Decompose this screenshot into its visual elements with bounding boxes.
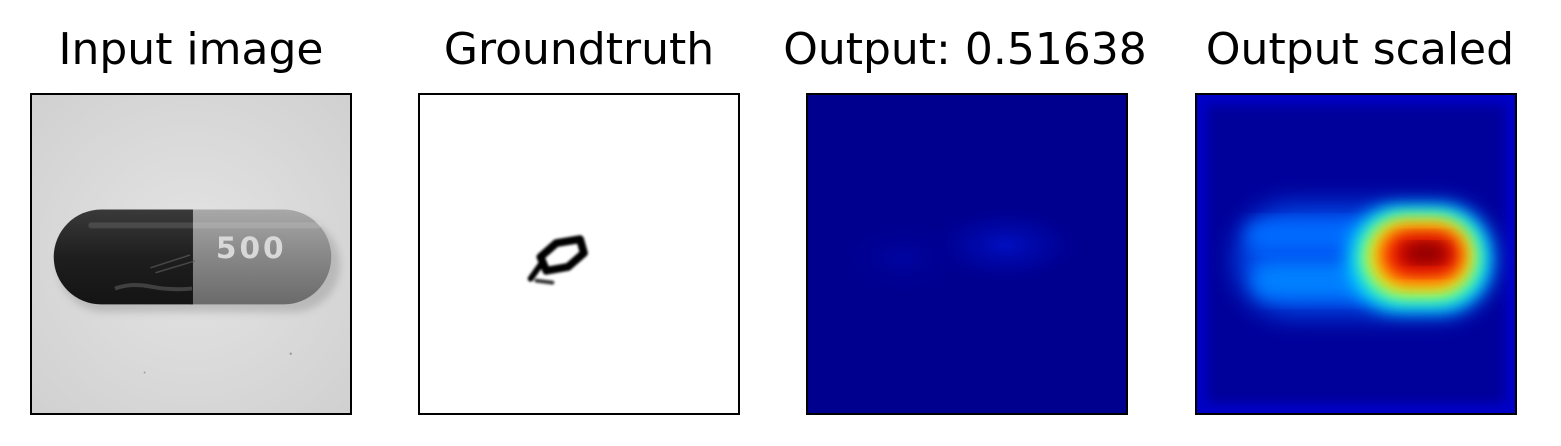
defect-mask <box>527 235 588 285</box>
output-blob-secondary <box>832 218 971 298</box>
output-scaled-heatmap <box>1195 93 1517 415</box>
panel-title-input-image: Input image <box>58 24 324 75</box>
output-heatmap <box>806 93 1128 415</box>
panel-title-output-scaled: Output scaled <box>1205 24 1515 75</box>
input-image: 500 <box>30 93 352 415</box>
panel-title-output: Output: 0.51638 <box>783 24 1147 75</box>
capsule-print: 500 <box>216 231 287 265</box>
heat-regions <box>1236 205 1494 315</box>
capsule-dark-half <box>53 209 193 305</box>
output-scaled-plot <box>1197 95 1515 413</box>
capsule-photo: 500 <box>32 95 350 413</box>
groundtruth-mask <box>418 93 740 415</box>
capsule-light-half <box>190 209 332 305</box>
mask-plot <box>527 235 588 285</box>
panel-title-groundtruth: Groundtruth <box>443 24 715 75</box>
output-heatmap-plot <box>808 95 1126 413</box>
